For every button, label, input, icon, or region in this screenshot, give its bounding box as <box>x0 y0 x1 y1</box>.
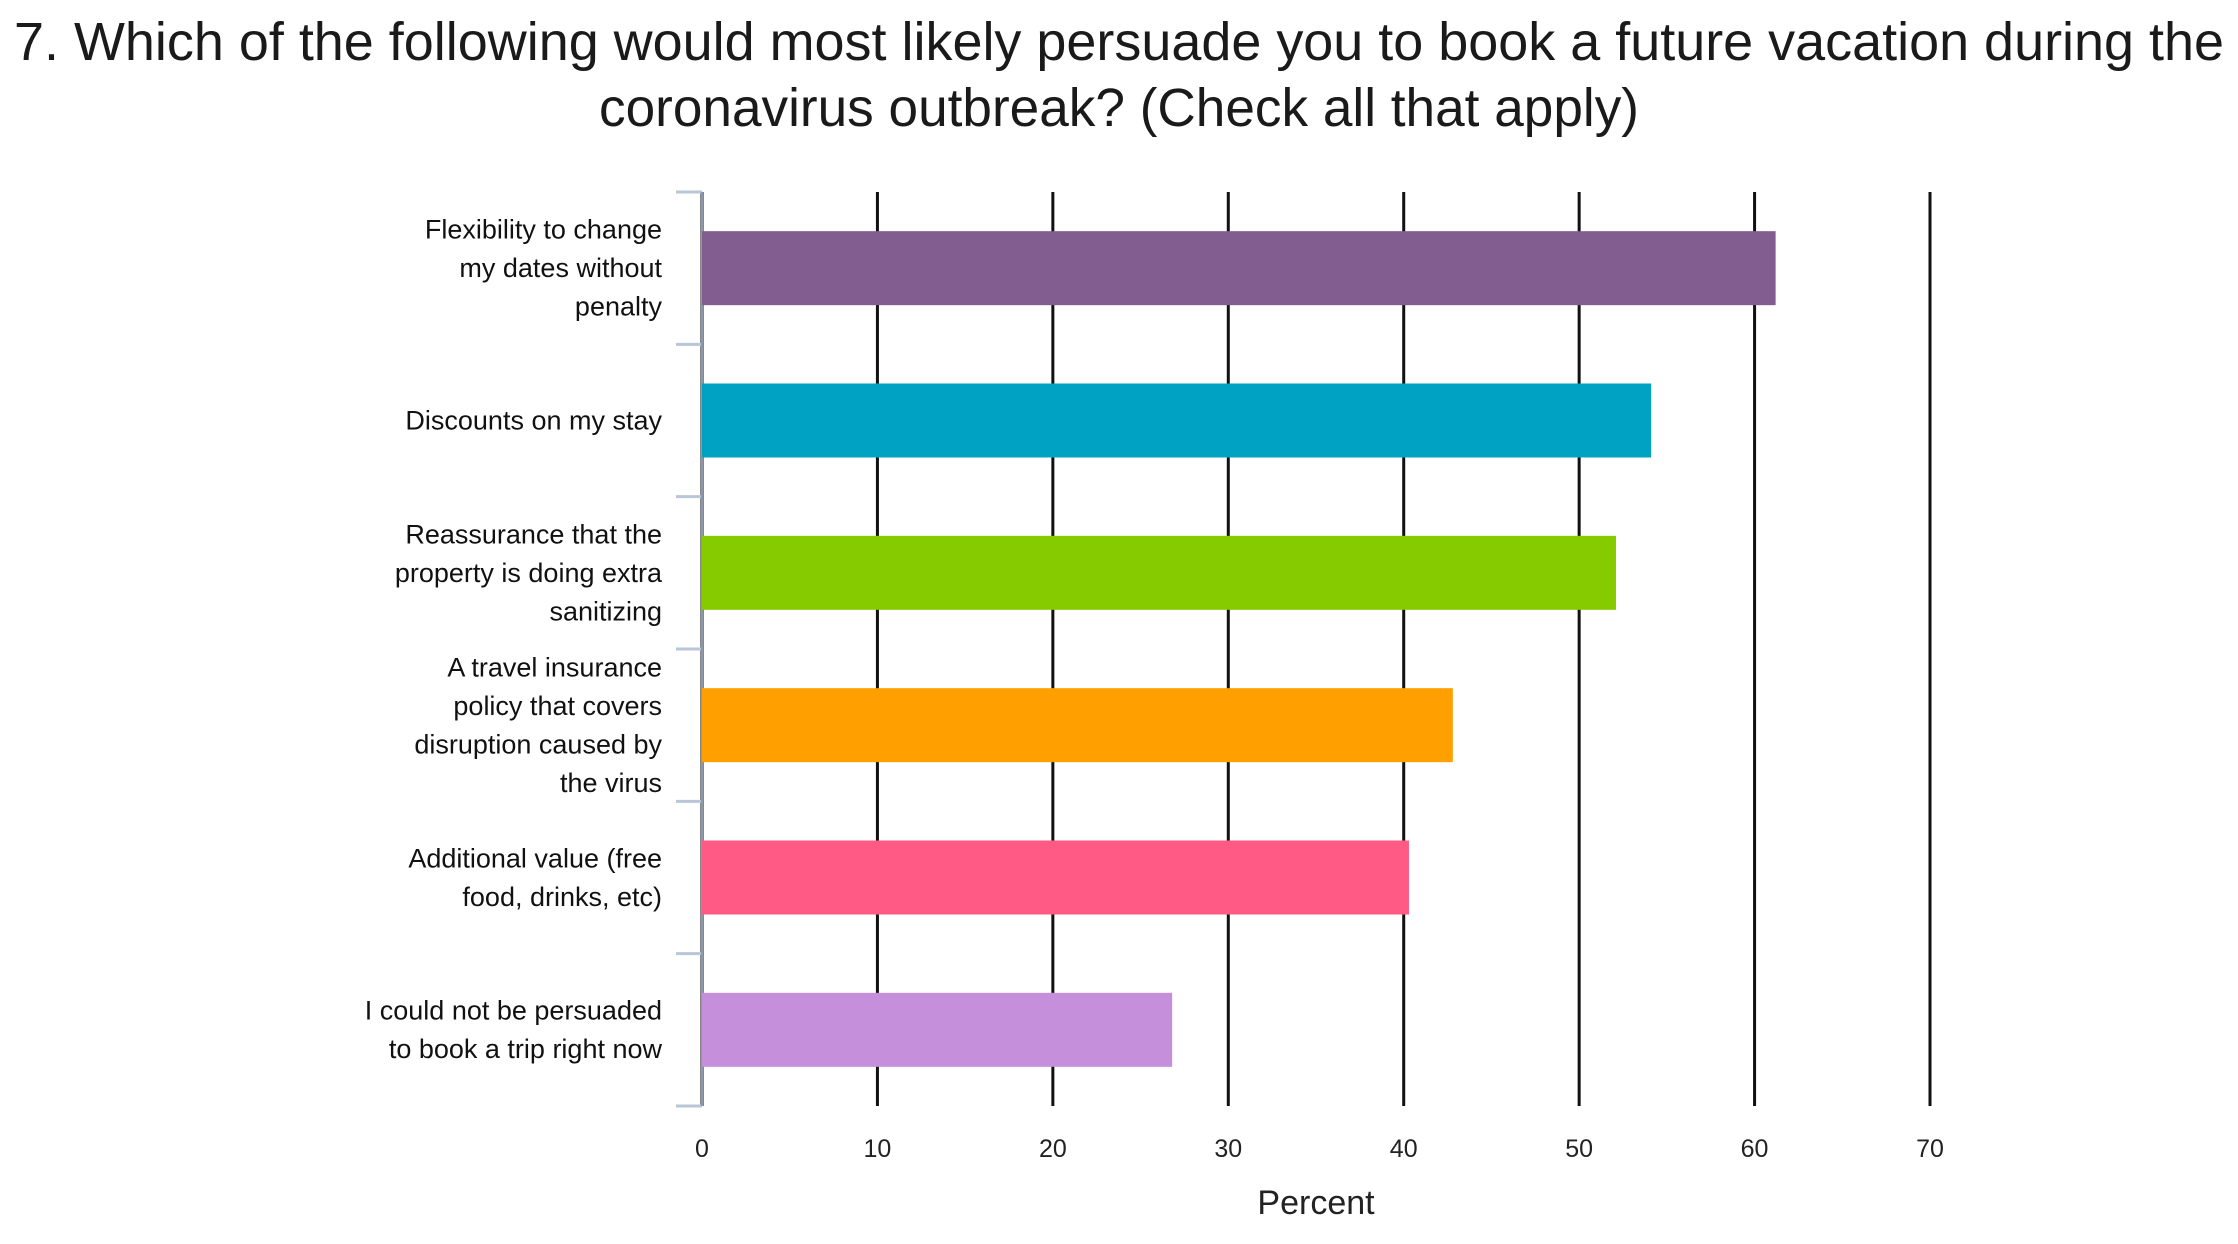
category-label: policy that covers <box>453 691 662 721</box>
x-tick-label: 0 <box>695 1135 709 1163</box>
bar <box>702 535 1616 610</box>
category-label: I could not be persuaded <box>365 996 662 1026</box>
bar <box>702 840 1409 915</box>
bar <box>702 231 1776 306</box>
x-tick-label: 40 <box>1390 1135 1418 1163</box>
category-label: property is doing extra <box>395 558 663 588</box>
x-tick-label: 70 <box>1916 1135 1944 1163</box>
category-label: penalty <box>575 292 663 322</box>
bar <box>702 992 1173 1067</box>
x-axis-label: Percent <box>1257 1184 1375 1222</box>
category-label: the virus <box>560 768 662 798</box>
chart-title-line-1: 7. Which of the following would most lik… <box>14 12 2224 72</box>
category-label: food, drinks, etc) <box>462 882 662 912</box>
x-tick-labels: 0 10 20 30 40 50 60 70 <box>695 1135 1944 1163</box>
x-tick-label: 20 <box>1039 1135 1067 1163</box>
bars <box>702 231 1776 1067</box>
x-tick-label: 50 <box>1565 1135 1593 1163</box>
gridlines <box>676 190 1932 1108</box>
category-label: Reassurance that the <box>405 519 662 549</box>
x-tick-label: 10 <box>864 1135 892 1163</box>
category-label: Discounts on my stay <box>405 406 662 436</box>
x-tick-label: 30 <box>1214 1135 1242 1163</box>
chart-title-line-2: coronavirus outbreak? (Check all that ap… <box>599 78 1639 138</box>
category-label: disruption caused by <box>414 729 662 759</box>
category-label: Flexibility to change <box>425 215 662 245</box>
category-label: to book a trip right now <box>389 1034 663 1064</box>
category-label: A travel insurance <box>447 652 662 682</box>
category-label: sanitizing <box>549 596 662 626</box>
category-label: my dates without <box>459 253 662 283</box>
x-tick-label: 60 <box>1741 1135 1769 1163</box>
bar <box>702 688 1453 763</box>
category-label: Additional value (free <box>408 843 662 873</box>
category-labels: Flexibility to change my dates without pen… <box>365 215 663 1064</box>
bar <box>702 383 1652 458</box>
